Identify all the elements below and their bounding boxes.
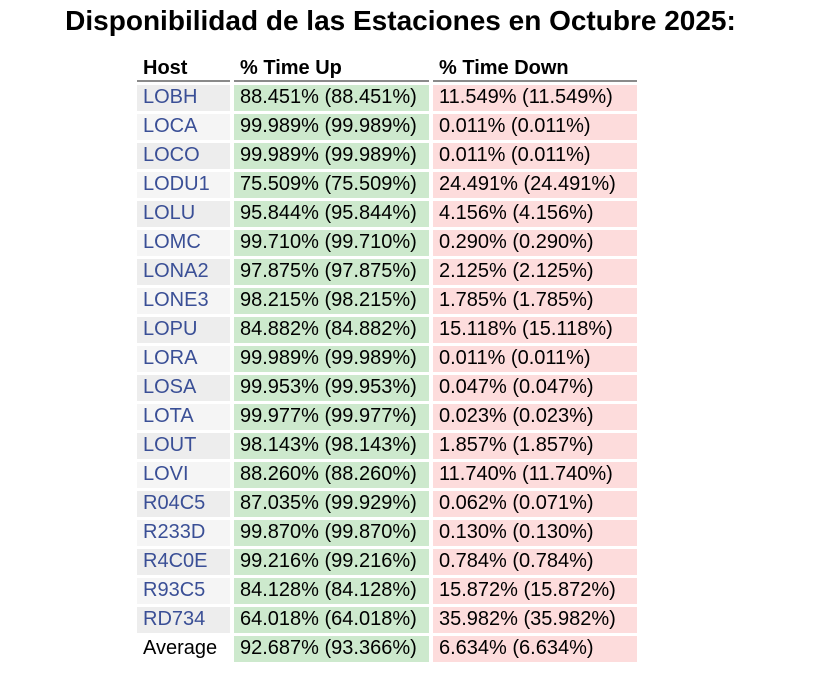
table-header-row: Host % Time Up % Time Down [137, 55, 637, 82]
time-down-cell: 15.872% (15.872%) [433, 578, 637, 604]
time-up-cell: 99.989% (99.989%) [234, 143, 429, 169]
time-down-cell: 0.011% (0.011%) [433, 114, 637, 140]
time-down-cell: 1.785% (1.785%) [433, 288, 637, 314]
time-up-cell: 97.875% (97.875%) [234, 259, 429, 285]
column-header-time-down: % Time Down [433, 55, 637, 82]
average-label: Average [137, 636, 230, 662]
table-row: LOTA 99.977% (99.977%) 0.023% (0.023%) [137, 404, 637, 430]
table-row: LOMC 99.710% (99.710%) 0.290% (0.290%) [137, 230, 637, 256]
availability-table: Host % Time Up % Time Down LOBH 88.451% … [133, 52, 641, 665]
average-row: Average 92.687% (93.366%) 6.634% (6.634%… [137, 636, 637, 662]
table-row: LOUT 98.143% (98.143%) 1.857% (1.857%) [137, 433, 637, 459]
table-row: LONE3 98.215% (98.215%) 1.785% (1.785%) [137, 288, 637, 314]
host-link[interactable]: R4C0E [137, 549, 230, 575]
host-link[interactable]: LORA [137, 346, 230, 372]
host-link[interactable]: LOMC [137, 230, 230, 256]
time-down-cell: 0.047% (0.047%) [433, 375, 637, 401]
time-up-cell: 99.953% (99.953%) [234, 375, 429, 401]
time-up-cell: 99.870% (99.870%) [234, 520, 429, 546]
table-row: LOPU 84.882% (84.882%) 15.118% (15.118%) [137, 317, 637, 343]
table-row: LORA 99.989% (99.989%) 0.011% (0.011%) [137, 346, 637, 372]
time-up-cell: 84.882% (84.882%) [234, 317, 429, 343]
table-body: LOBH 88.451% (88.451%) 11.549% (11.549%)… [137, 85, 637, 662]
time-down-cell: 4.156% (4.156%) [433, 201, 637, 227]
time-up-cell: 95.844% (95.844%) [234, 201, 429, 227]
host-link[interactable]: LONA2 [137, 259, 230, 285]
average-time-up-cell: 92.687% (93.366%) [234, 636, 429, 662]
host-link[interactable]: LONE3 [137, 288, 230, 314]
table-row: LOSA 99.953% (99.953%) 0.047% (0.047%) [137, 375, 637, 401]
time-up-cell: 64.018% (64.018%) [234, 607, 429, 633]
time-up-cell: 99.710% (99.710%) [234, 230, 429, 256]
table-row: LOLU 95.844% (95.844%) 4.156% (4.156%) [137, 201, 637, 227]
time-up-cell: 99.977% (99.977%) [234, 404, 429, 430]
table-row: R93C5 84.128% (84.128%) 15.872% (15.872%… [137, 578, 637, 604]
host-link[interactable]: LOUT [137, 433, 230, 459]
time-up-cell: 99.989% (99.989%) [234, 114, 429, 140]
host-link[interactable]: LOSA [137, 375, 230, 401]
host-link[interactable]: R93C5 [137, 578, 230, 604]
table-row: LOVI 88.260% (88.260%) 11.740% (11.740%) [137, 462, 637, 488]
column-header-host: Host [137, 55, 230, 82]
host-link[interactable]: LOCA [137, 114, 230, 140]
table-row: LODU1 75.509% (75.509%) 24.491% (24.491%… [137, 172, 637, 198]
table-row: LONA2 97.875% (97.875%) 2.125% (2.125%) [137, 259, 637, 285]
time-down-cell: 0.011% (0.011%) [433, 346, 637, 372]
time-down-cell: 24.491% (24.491%) [433, 172, 637, 198]
host-link[interactable]: LOBH [137, 85, 230, 111]
time-down-cell: 11.740% (11.740%) [433, 462, 637, 488]
table-row: R04C5 87.035% (99.929%) 0.062% (0.071%) [137, 491, 637, 517]
host-link[interactable]: LOCO [137, 143, 230, 169]
host-link[interactable]: LOPU [137, 317, 230, 343]
time-down-cell: 0.023% (0.023%) [433, 404, 637, 430]
time-up-cell: 99.216% (99.216%) [234, 549, 429, 575]
host-link[interactable]: LOLU [137, 201, 230, 227]
time-up-cell: 99.989% (99.989%) [234, 346, 429, 372]
host-link[interactable]: RD734 [137, 607, 230, 633]
time-down-cell: 0.011% (0.011%) [433, 143, 637, 169]
host-link[interactable]: LOTA [137, 404, 230, 430]
table-row: LOBH 88.451% (88.451%) 11.549% (11.549%) [137, 85, 637, 111]
time-up-cell: 98.143% (98.143%) [234, 433, 429, 459]
table-row: R4C0E 99.216% (99.216%) 0.784% (0.784%) [137, 549, 637, 575]
time-up-cell: 88.260% (88.260%) [234, 462, 429, 488]
table-row: LOCO 99.989% (99.989%) 0.011% (0.011%) [137, 143, 637, 169]
time-down-cell: 0.290% (0.290%) [433, 230, 637, 256]
time-down-cell: 2.125% (2.125%) [433, 259, 637, 285]
time-up-cell: 84.128% (84.128%) [234, 578, 429, 604]
time-down-cell: 35.982% (35.982%) [433, 607, 637, 633]
time-up-cell: 98.215% (98.215%) [234, 288, 429, 314]
average-time-down-cell: 6.634% (6.634%) [433, 636, 637, 662]
table-row: RD734 64.018% (64.018%) 35.982% (35.982%… [137, 607, 637, 633]
table-row: R233D 99.870% (99.870%) 0.130% (0.130%) [137, 520, 637, 546]
table-row: LOCA 99.989% (99.989%) 0.011% (0.011%) [137, 114, 637, 140]
column-header-time-up: % Time Up [234, 55, 429, 82]
page-title: Disponibilidad de las Estaciones en Octu… [65, 5, 736, 36]
time-down-cell: 1.857% (1.857%) [433, 433, 637, 459]
host-link[interactable]: LODU1 [137, 172, 230, 198]
time-up-cell: 87.035% (99.929%) [234, 491, 429, 517]
time-up-cell: 75.509% (75.509%) [234, 172, 429, 198]
time-down-cell: 0.130% (0.130%) [433, 520, 637, 546]
time-down-cell: 15.118% (15.118%) [433, 317, 637, 343]
time-down-cell: 0.784% (0.784%) [433, 549, 637, 575]
host-link[interactable]: LOVI [137, 462, 230, 488]
host-link[interactable]: R233D [137, 520, 230, 546]
time-up-cell: 88.451% (88.451%) [234, 85, 429, 111]
host-link[interactable]: R04C5 [137, 491, 230, 517]
time-down-cell: 11.549% (11.549%) [433, 85, 637, 111]
time-down-cell: 0.062% (0.071%) [433, 491, 637, 517]
